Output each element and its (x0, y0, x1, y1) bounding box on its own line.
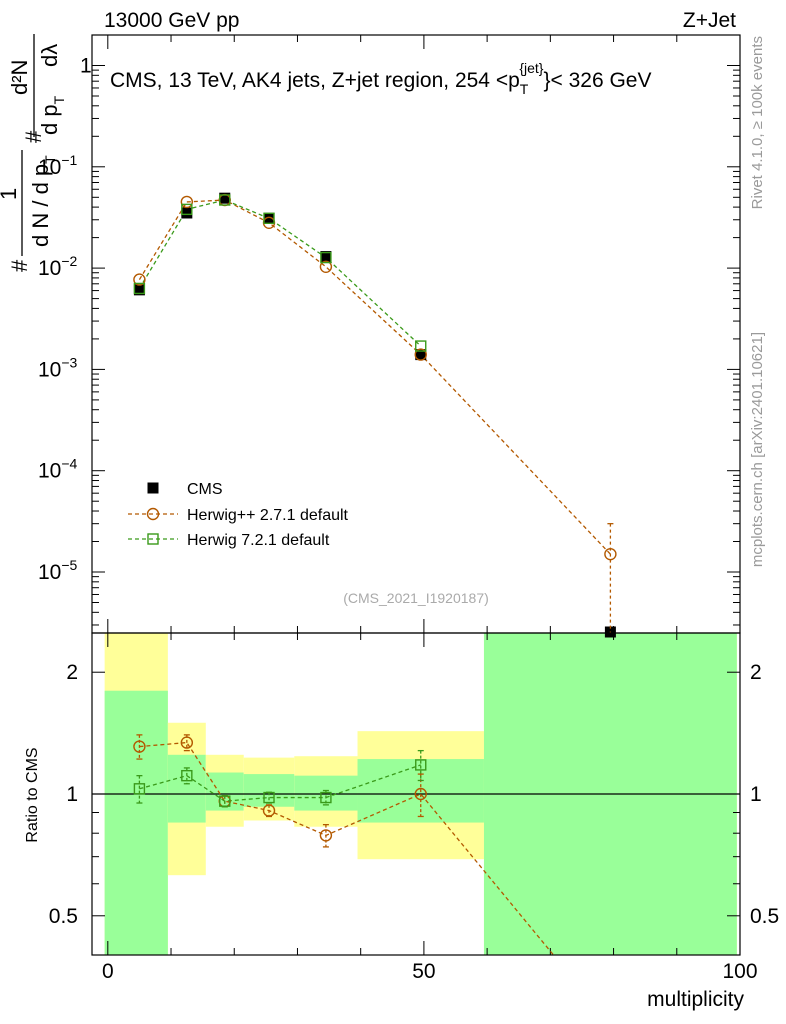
legend: CMS Herwig++ 2.7.1 default Herwig 7.2.1 … (128, 481, 349, 549)
main-point-herwigpp (604, 547, 617, 561)
header-left: 13000 GeV pp (104, 9, 239, 32)
ratio-line-1 (139, 764, 421, 802)
ratio-ytick-label-right-0: 0.5 (750, 905, 779, 928)
ratio-ytick-label-right-2: 2 (750, 661, 762, 684)
main-point-herwig7 (219, 194, 231, 206)
title-sub: T (520, 81, 529, 97)
main-point-cms (219, 192, 231, 204)
ratio-point-herwig7 (133, 783, 146, 795)
side-mcplots: mcplots.cern.ch [arXiv:2401.10621] (749, 332, 766, 567)
ylabel-d2n: d²N (7, 60, 32, 95)
title-part-a: CMS, 13 TeV, AK4 jets, Z+jet region, 254… (110, 69, 520, 92)
header-right: Z+Jet (683, 9, 736, 32)
legend-marker-herwigpp (146, 507, 160, 521)
main-point-cms (263, 212, 275, 224)
ytick-base: 10 (38, 460, 61, 483)
ratio-point-herwig7 (320, 791, 332, 804)
watermark: (CMS_2021_I1920187) (343, 590, 489, 606)
side-rivet: Rivet 4.1.0, ≥ 100k events (749, 36, 766, 209)
main-point-herwigpp (319, 260, 333, 274)
ytick-base: 10 (38, 257, 61, 280)
main-point-herwig7 (181, 203, 193, 216)
ratio-plot-frame (91, 632, 741, 956)
ytick-exp: −3 (61, 354, 77, 370)
ylabel-den: d N / d pT (28, 155, 58, 247)
xtick-label-0: 0 (102, 960, 114, 983)
legend-label-cms: CMS (187, 481, 223, 498)
ratio-point-herwig7 (181, 769, 193, 782)
tick-labels: 110−110−210−310−410−50.5 0.51 12 20 50 100 (38, 54, 779, 983)
ylabel-dpt-sub: T (51, 95, 67, 104)
main-point-herwig7 (415, 340, 427, 352)
band-green-0 (104, 690, 168, 955)
legend-marker-cms (147, 482, 159, 494)
ylabel-dl: dλ (37, 44, 62, 67)
ratio-point-herwigpp (180, 736, 194, 749)
xtick-label-1: 50 (412, 960, 435, 983)
legend-markers (128, 482, 178, 545)
main-point-cms (133, 284, 145, 296)
main-ytick-label-2: 10−2 (38, 253, 78, 280)
main-point-herwigpp (180, 195, 194, 209)
ratio-point-herwig7 (415, 759, 427, 771)
ylabel-dpt: d pT (37, 95, 67, 135)
ylabel-one: 1 (0, 188, 21, 200)
ytick-exp: −5 (61, 557, 77, 573)
ytick-base: 10 (38, 156, 61, 179)
main-point-herwig7 (320, 251, 332, 264)
band-green-1 (167, 754, 206, 823)
ratio-point-herwigpp (319, 829, 333, 842)
ratio-ytick-label-left-0: 0.5 (49, 905, 78, 928)
ylabel-hash: # (7, 259, 32, 272)
xlabel: multiplicity (647, 988, 744, 1011)
main-point-cms (415, 349, 427, 361)
main-ytick-label-5: 10−5 (38, 557, 78, 584)
legend-label-herwigpp: Herwig++ 2.7.1 default (187, 507, 349, 524)
main-point-cms (181, 207, 193, 219)
ratio-ytick-label-left-1: 1 (66, 783, 78, 806)
series-markers (133, 192, 617, 848)
main-point-herwigpp (133, 273, 146, 286)
ylabel-den-text: d N / d p (28, 164, 53, 247)
main-ytick-label-1: 10−1 (38, 152, 78, 179)
main-point-cms (320, 251, 332, 263)
ylabel-den-sub: T (42, 155, 58, 164)
title-sup: {jet} (519, 60, 543, 76)
main-title: CMS, 13 TeV, AK4 jets, Z+jet region, 254… (110, 60, 651, 97)
main-line-2 (138, 199, 422, 347)
band-green-2 (205, 772, 244, 811)
ratio-ytick-label-left-2: 2 (66, 661, 78, 684)
ratio-point-herwigpp (414, 787, 427, 801)
ytick-base: 10 (38, 358, 61, 381)
main-point-herwigpp (414, 348, 427, 361)
ytick-exp: −1 (61, 152, 77, 168)
ratio-point-herwig7 (219, 795, 231, 807)
ratio-point-herwigpp (262, 804, 276, 817)
main-point-herwig7 (133, 282, 146, 295)
legend-marker-herwig7 (147, 533, 159, 545)
ratio-ylabel: Ratio to CMS (24, 747, 41, 842)
title-part-b: }< 326 GeV (543, 69, 651, 92)
main-ytick-label-3: 10−3 (38, 354, 78, 381)
ylabel-dpt-text: d p (37, 104, 62, 135)
band-green-3 (243, 774, 295, 807)
ratio-point-herwig7 (263, 791, 275, 804)
ratio-point-herwigpp (133, 740, 146, 753)
main-ytick-label-0: 1 (80, 54, 92, 77)
ytick-exp: −2 (61, 253, 77, 269)
ytick-base: 10 (38, 561, 61, 584)
ratio-ytick-label-right-1: 1 (750, 783, 762, 806)
axis-ticks (92, 34, 741, 956)
legend-label-herwig7: Herwig 7.2.1 default (187, 532, 330, 549)
main-line-1 (138, 199, 611, 555)
xtick-label-2: 100 (722, 960, 757, 983)
main-ytick-label-4: 10−4 (38, 456, 78, 483)
ytick-exp: −4 (61, 456, 77, 472)
main-ylabel: # 1 d N / d pT # d²N d pT dλ (0, 34, 67, 272)
main-point-herwig7 (263, 212, 275, 225)
